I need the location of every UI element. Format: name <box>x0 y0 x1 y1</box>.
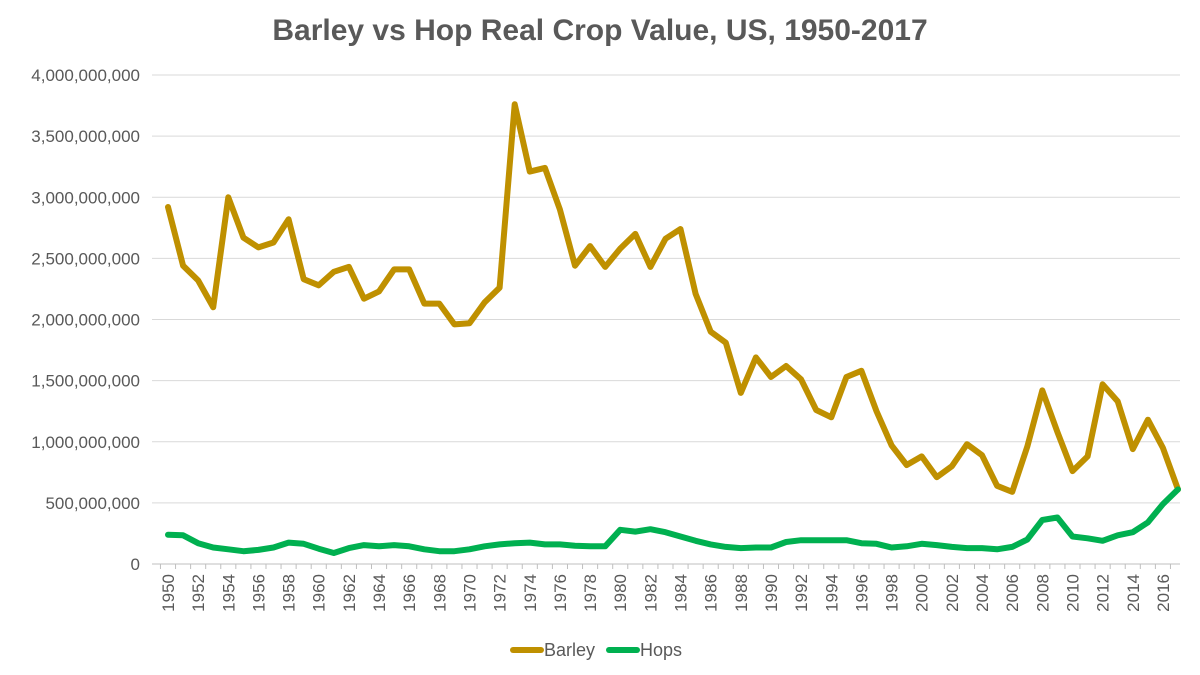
x-tick-label: 1986 <box>702 574 721 612</box>
x-tick-label: 1964 <box>370 574 389 612</box>
x-tick-label: 1950 <box>159 574 178 612</box>
x-tick-label: 1998 <box>883 574 902 612</box>
x-tick-label: 1968 <box>430 574 449 612</box>
y-tick-label: 3,500,000,000 <box>31 127 140 146</box>
series-line-barley <box>165 101 1181 495</box>
x-tick-label: 1972 <box>491 574 510 612</box>
legend: Barley Hops <box>510 640 682 660</box>
x-tick-label: 1982 <box>641 574 660 612</box>
y-tick-label: 1,000,000,000 <box>31 433 140 452</box>
x-tick-label: 2004 <box>973 574 992 612</box>
y-tick-label: 2,000,000,000 <box>31 311 140 330</box>
y-tick-label: 1,500,000,000 <box>31 372 140 391</box>
y-tick-label: 3,000,000,000 <box>31 188 140 207</box>
x-tick-label: 1974 <box>521 574 540 612</box>
x-tick-label: 2012 <box>1094 574 1113 612</box>
x-tick-label: 1956 <box>249 574 268 612</box>
y-tick-label: 4,000,000,000 <box>31 66 140 85</box>
x-tick-label: 1990 <box>762 574 781 612</box>
x-tick-label: 1962 <box>340 574 359 612</box>
y-tick-labels: 0 500,000,000 1,000,000,000 1,500,000,000 2,… <box>31 66 140 574</box>
axes <box>152 563 1180 569</box>
x-tick-label: 2006 <box>1003 574 1022 612</box>
y-tick-label: 500,000,000 <box>45 494 140 513</box>
chart-title: Barley vs Hop Real Crop Value, US, 1950-… <box>272 14 928 47</box>
x-tick-label: 2000 <box>913 574 932 612</box>
series-lines <box>165 101 1181 556</box>
x-tick-label: 1960 <box>310 574 329 612</box>
x-tick-label: 2002 <box>943 574 962 612</box>
x-tick-label: 1980 <box>611 574 630 612</box>
x-tick-label: 2014 <box>1124 574 1143 612</box>
x-tick-label: 2016 <box>1154 574 1173 612</box>
y-tick-label: 0 <box>131 555 140 574</box>
x-tick-label: 1970 <box>460 574 479 612</box>
x-tick-label: 1996 <box>852 574 871 612</box>
x-tick-label: 1958 <box>280 574 299 612</box>
x-tick-label: 2008 <box>1033 574 1052 612</box>
legend-label-hops: Hops <box>640 640 682 660</box>
gridlines <box>152 74 1180 504</box>
x-tick-labels: 1950 1952 1954 1956 1958 1960 1962 1964 1966 1968… <box>159 574 1173 612</box>
series-line-hops <box>165 486 1181 556</box>
x-tick-label: 1988 <box>732 574 751 612</box>
x-tick-label: 1954 <box>219 574 238 612</box>
x-tick-label: 1984 <box>672 574 691 612</box>
legend-label-barley: Barley <box>544 640 595 660</box>
x-tick-label: 1978 <box>581 574 600 612</box>
y-tick-label: 2,500,000,000 <box>31 249 140 268</box>
x-tick-label: 1992 <box>792 574 811 612</box>
x-tick-label: 1976 <box>551 574 570 612</box>
x-tick-label: 1994 <box>822 574 841 612</box>
x-tick-label: 1966 <box>400 574 419 612</box>
x-tick-label: 1952 <box>189 574 208 612</box>
x-tick-label: 2010 <box>1063 574 1082 612</box>
